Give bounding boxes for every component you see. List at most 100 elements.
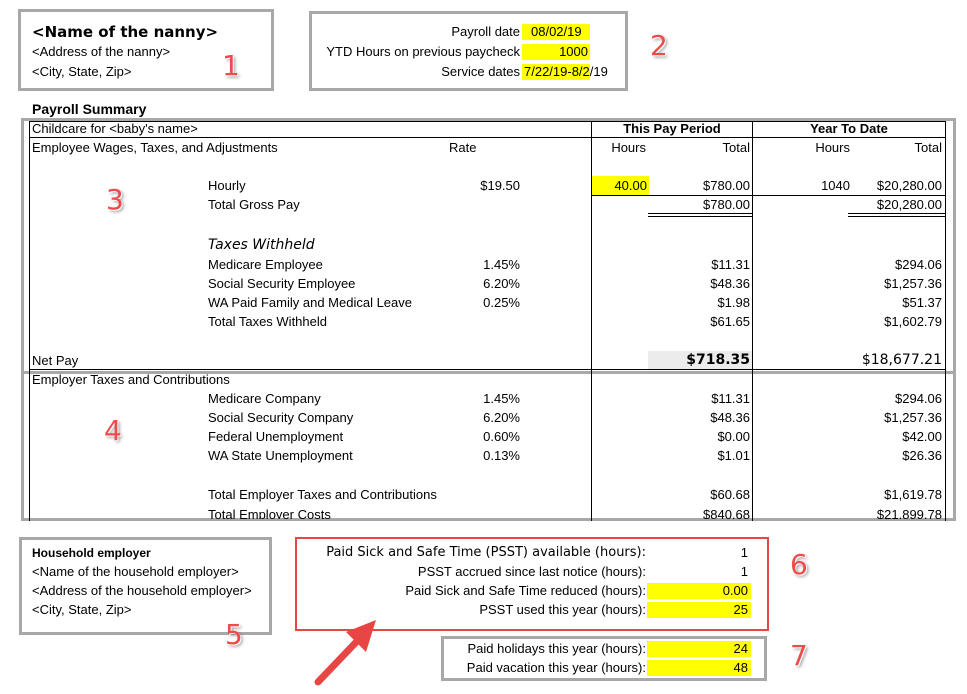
employer-costs-total: $840.68 xyxy=(703,507,750,519)
tax-ytd: $51.37 xyxy=(902,295,942,310)
payroll-date-label: Payroll date xyxy=(451,24,520,39)
net-pay-shade xyxy=(648,351,752,369)
tax-label: Medicare Employee xyxy=(208,257,323,272)
tax-total: $11.31 xyxy=(711,257,750,272)
employer-rate: 6.20% xyxy=(483,410,520,425)
double-underline xyxy=(848,213,945,214)
psst-label: Paid Sick and Safe Time reduced (hours): xyxy=(405,583,646,598)
hourly-total: $780.00 xyxy=(703,178,750,193)
marker-5: 5 xyxy=(225,618,243,651)
summary-box-4 xyxy=(21,371,956,521)
hourly-ytd-total: $20,280.00 xyxy=(876,178,942,193)
payroll-date-value: 08/02/19 xyxy=(531,24,582,39)
total-header: Total xyxy=(722,140,750,155)
vacation-label: Paid vacation this year (hours): xyxy=(466,660,646,675)
gross-label: Total Gross Pay xyxy=(208,197,300,212)
childcare-for: Childcare for <baby's name> xyxy=(32,121,198,136)
nanny-name: <Name of the nanny> xyxy=(32,23,219,41)
psst-value: 25 xyxy=(733,602,748,617)
psst-value: 1 xyxy=(740,564,748,579)
holidays-value: 24 xyxy=(733,641,748,656)
grid-line xyxy=(752,121,753,521)
wages-header: Employee Wages, Taxes, and Adjustments xyxy=(32,140,278,155)
hourly-ytd-hours: 1040 xyxy=(821,178,850,193)
ytd-hours-header: Hours xyxy=(815,140,850,155)
summary-box-3 xyxy=(21,118,956,374)
double-underline xyxy=(648,213,752,214)
taxes-withheld-label: Taxes Withheld xyxy=(208,237,315,253)
employer-label: Social Security Company xyxy=(208,410,354,425)
hours-header: Hours xyxy=(611,140,646,155)
household-name: <Name of the household employer> xyxy=(32,564,239,579)
tax-rate: 1.45% xyxy=(483,257,520,272)
service-dates-highlight xyxy=(522,64,590,80)
employer-rate: 0.60% xyxy=(483,429,520,444)
marker-7: 7 xyxy=(790,639,808,672)
marker-2: 2 xyxy=(650,29,668,62)
household-title: Household employer xyxy=(32,546,151,560)
marker-1: 1 xyxy=(222,49,240,82)
payroll-date-highlight xyxy=(522,24,590,40)
employer-ytd: $294.06 xyxy=(895,391,942,406)
employer-costs-ytd: $21,899.78 xyxy=(876,507,942,519)
grid-line xyxy=(945,121,946,521)
holidays-box xyxy=(441,636,767,681)
tax-label: WA Paid Family and Medical Leave xyxy=(208,295,413,310)
tax-ytd: $1,257.36 xyxy=(884,276,942,291)
employer-total-ytd: $1,619.78 xyxy=(884,487,942,502)
employer-ytd: $1,257.36 xyxy=(884,410,942,425)
household-box xyxy=(19,537,272,635)
ytd-hours-highlight xyxy=(522,44,590,60)
tax-label: Social Security Employee xyxy=(208,276,356,291)
employer-total: $11.31 xyxy=(711,391,750,406)
employer-total-label: Total Employer Taxes and Contributions xyxy=(208,487,437,502)
hourly-rate: $19.50 xyxy=(480,178,520,193)
payroll-info-box xyxy=(309,11,628,91)
ytd-hours-value: 1000 xyxy=(559,44,588,59)
ytd-hours-label: YTD Hours on previous paycheck xyxy=(326,44,520,59)
employer-label: WA State Unemployment xyxy=(208,448,353,463)
nanny-box xyxy=(18,9,274,91)
employer-ytd: $26.36 xyxy=(902,448,942,463)
tax-label: Total Taxes Withheld xyxy=(208,314,327,329)
hourly-hours-highlight xyxy=(592,176,649,195)
psst-highlight xyxy=(647,602,751,618)
household-city: <City, State, Zip> xyxy=(32,602,132,617)
employer-total: $48.36 xyxy=(710,410,750,425)
employer-rate: 0.13% xyxy=(483,448,520,463)
net-pay-label: Net Pay xyxy=(32,353,79,368)
double-underline xyxy=(648,216,752,217)
net-pay-total: $718.35 xyxy=(686,352,750,368)
header-this-pay-period: This Pay Period xyxy=(623,121,721,136)
employer-rate: 1.45% xyxy=(483,391,520,406)
hourly-hours: 40.00 xyxy=(614,178,647,193)
net-pay-ytd: $18,677.21 xyxy=(861,352,942,368)
marker-6: 6 xyxy=(790,548,808,581)
arrow-icon xyxy=(314,620,376,686)
employer-label: Federal Unemployment xyxy=(208,429,344,444)
tax-total: $48.36 xyxy=(710,276,750,291)
employer-ytd: $42.00 xyxy=(902,429,942,444)
employer-costs-row: Total Employer Costs $840.68 $21,899.78 xyxy=(29,504,946,519)
psst-label: PSST accrued since last notice (hours): xyxy=(417,564,646,579)
psst-box xyxy=(295,537,769,631)
employer-total-total: $60.68 xyxy=(710,487,750,502)
summary-title: Payroll Summary xyxy=(32,101,147,117)
psst-label: Paid Sick and Safe Time (PSST) available… xyxy=(326,545,646,560)
tax-rate: 6.20% xyxy=(483,276,520,291)
holidays-highlight xyxy=(647,641,751,657)
tax-total: $1.98 xyxy=(717,295,750,310)
household-address: <Address of the household employer> xyxy=(32,583,252,598)
employer-costs-label: Total Employer Costs xyxy=(208,507,331,519)
vacation-value: 48 xyxy=(733,660,748,675)
holidays-label: Paid holidays this year (hours): xyxy=(467,641,646,656)
double-underline xyxy=(848,216,945,217)
rate-header: Rate xyxy=(449,140,477,155)
psst-value: 0.00 xyxy=(722,583,748,598)
service-dates-label: Service dates xyxy=(441,64,520,79)
employer-total: $0.00 xyxy=(717,429,750,444)
gross-total: $780.00 xyxy=(703,197,750,212)
tax-ytd: $294.06 xyxy=(895,257,942,272)
employer-label: Medicare Company xyxy=(208,391,321,406)
tax-total: $61.65 xyxy=(710,314,750,329)
